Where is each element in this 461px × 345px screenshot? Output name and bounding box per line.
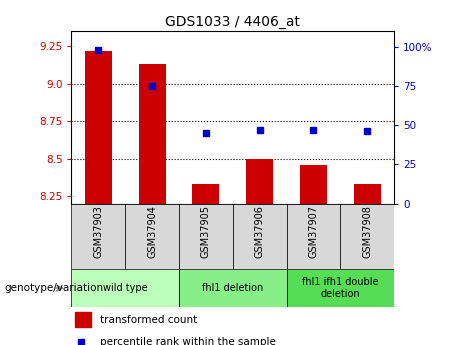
Text: GSM37904: GSM37904	[147, 205, 157, 258]
Bar	[71, 204, 125, 269]
Text: transformed count: transformed count	[100, 315, 198, 325]
Bar	[287, 204, 340, 269]
Text: GSM37907: GSM37907	[308, 205, 319, 258]
Bar	[71, 269, 179, 307]
Text: percentile rank within the sample: percentile rank within the sample	[100, 337, 277, 345]
Bar	[246, 159, 273, 204]
Text: genotype/variation: genotype/variation	[5, 283, 104, 293]
Text: GSM37908: GSM37908	[362, 205, 372, 258]
Text: GSM37906: GSM37906	[254, 205, 265, 258]
Text: GSM37903: GSM37903	[93, 205, 103, 258]
Bar	[287, 269, 394, 307]
Bar	[85, 51, 112, 204]
Text: fhl1 ifh1 double
deletion: fhl1 ifh1 double deletion	[302, 277, 378, 299]
Title: GDS1033 / 4406_at: GDS1033 / 4406_at	[165, 14, 300, 29]
Bar	[300, 165, 327, 204]
Bar	[179, 204, 233, 269]
Bar	[340, 204, 394, 269]
Bar	[179, 269, 287, 307]
Bar	[193, 184, 219, 204]
Bar	[233, 204, 287, 269]
Text: GSM37905: GSM37905	[201, 205, 211, 258]
Text: wild type: wild type	[103, 283, 148, 293]
Bar	[139, 64, 165, 204]
Text: fhl1 deletion: fhl1 deletion	[202, 283, 263, 293]
Bar	[75, 312, 91, 327]
Bar	[125, 204, 179, 269]
Bar	[354, 184, 381, 204]
